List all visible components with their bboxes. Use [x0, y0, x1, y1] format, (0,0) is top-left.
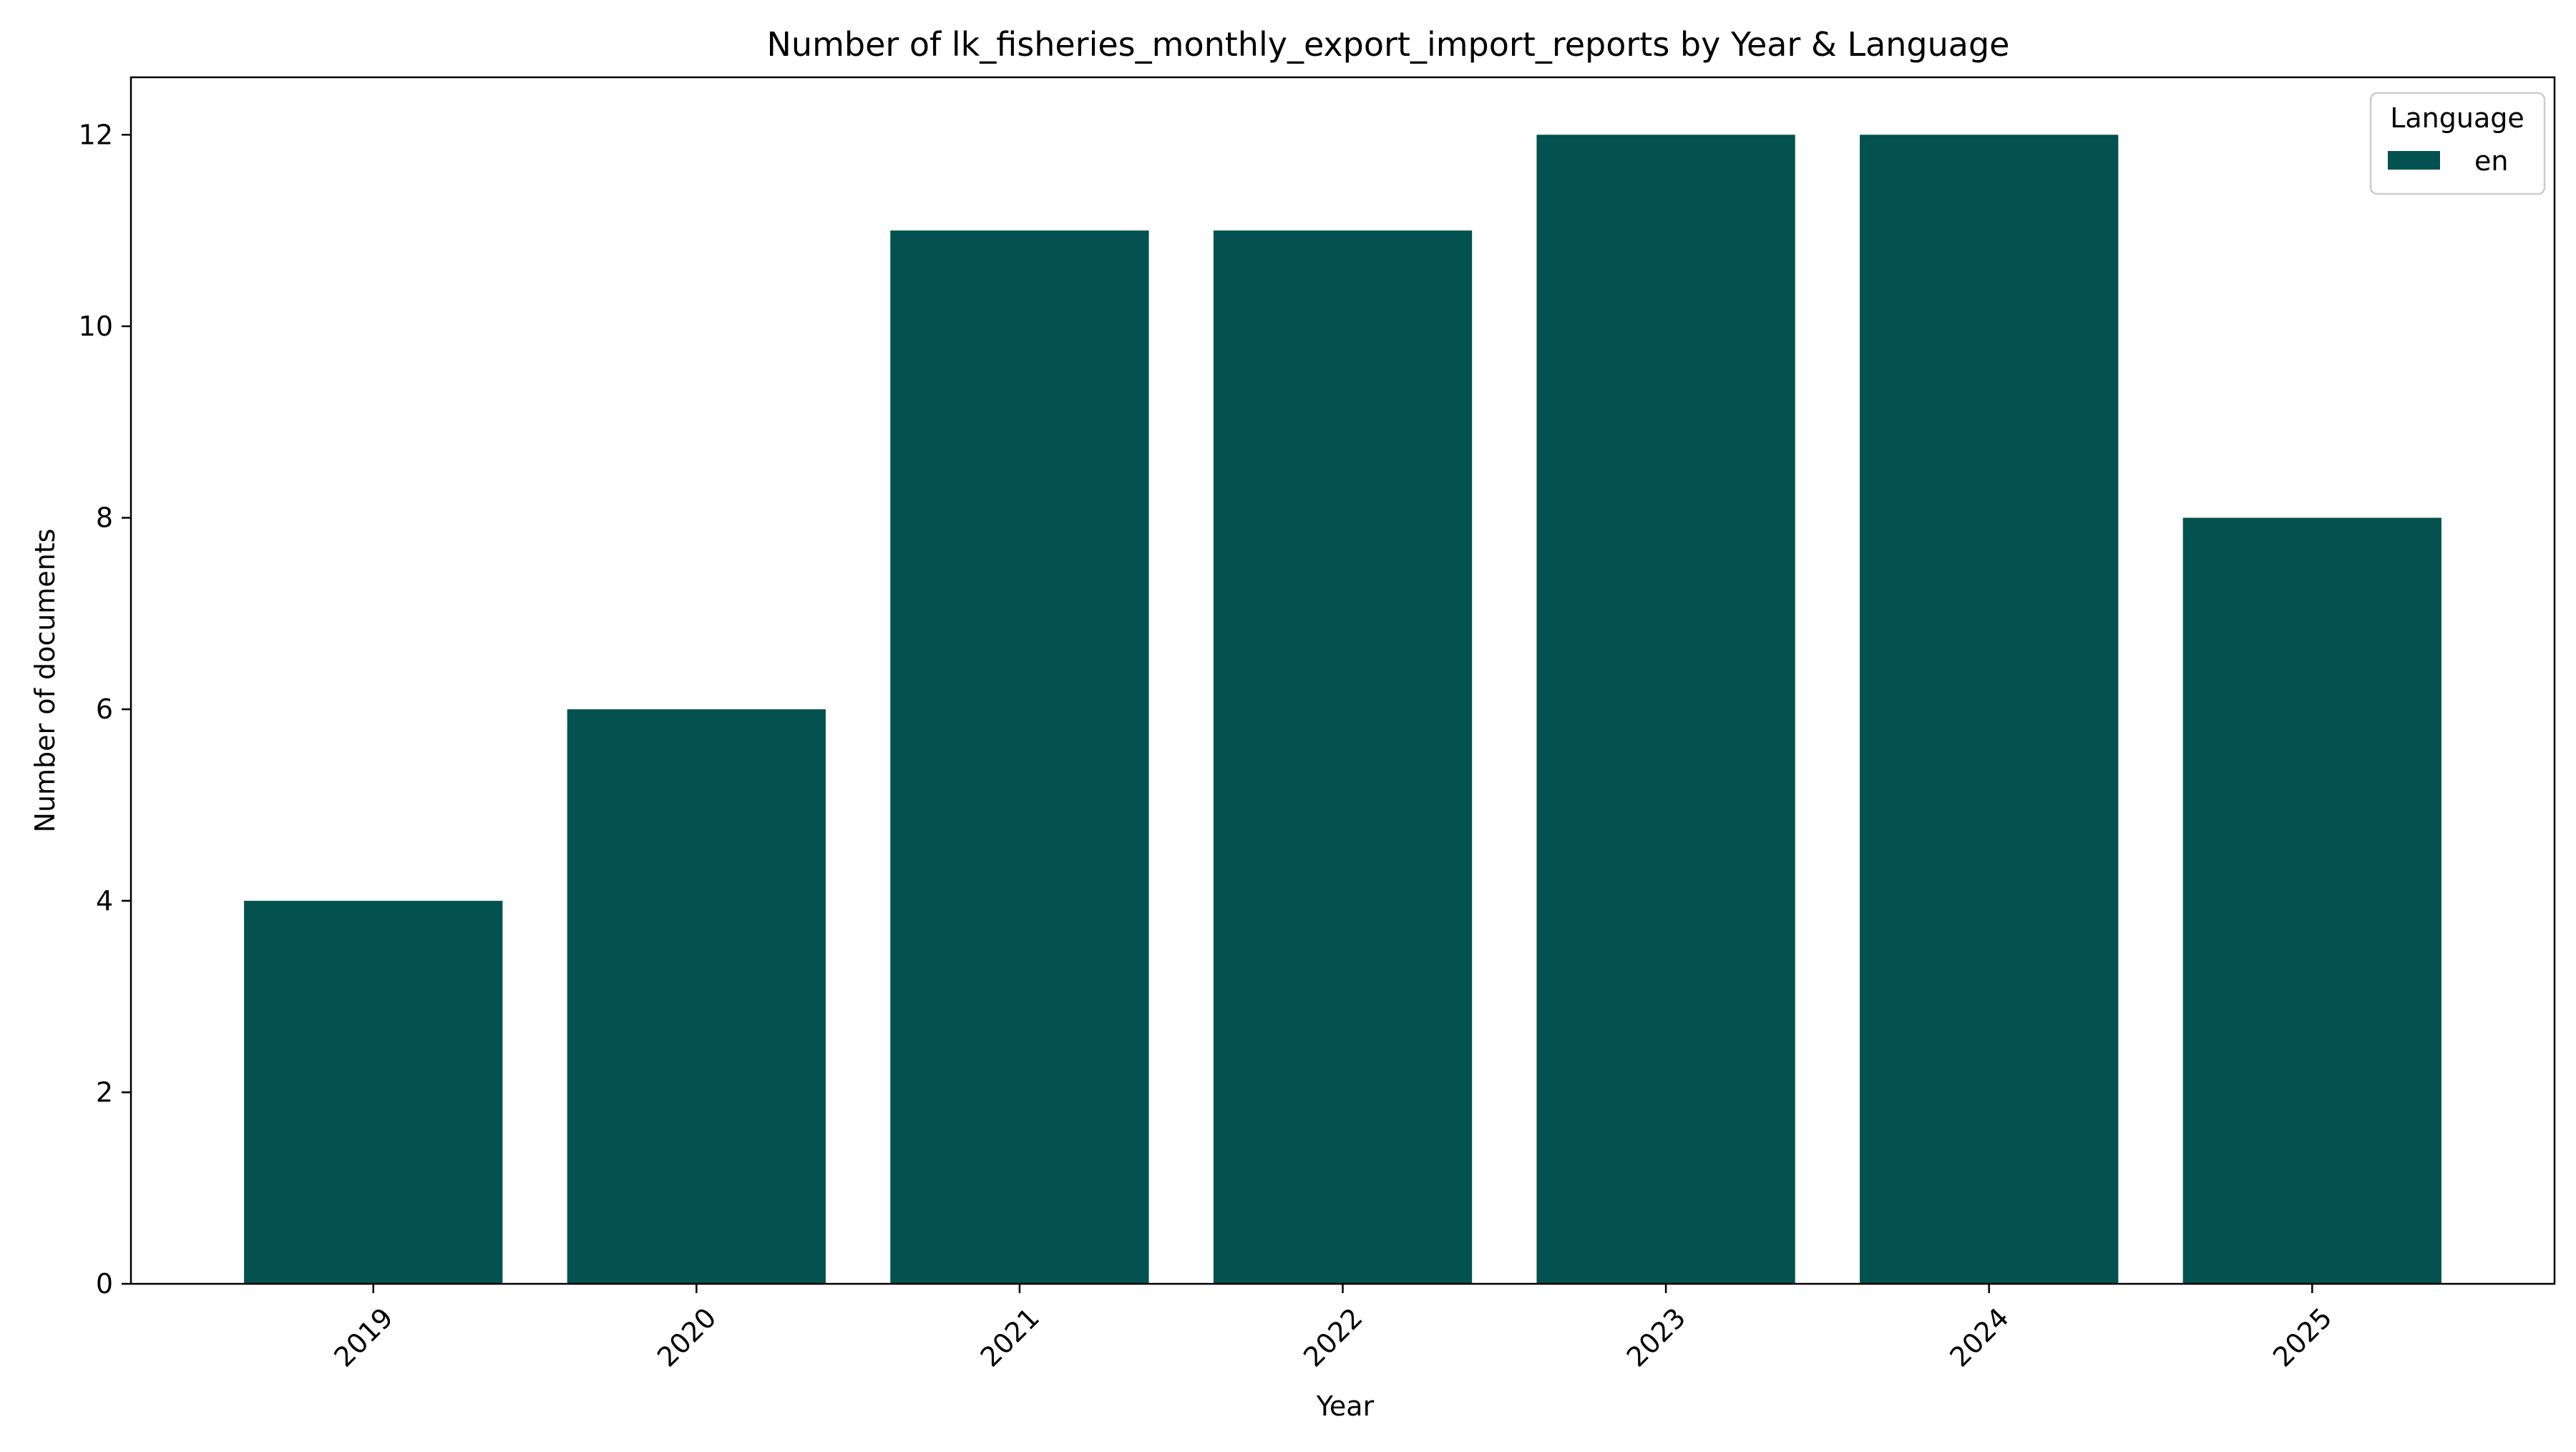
y-tick-label: 12	[79, 119, 113, 150]
x-tick-label-2021: 2021	[975, 1302, 1046, 1373]
bar-2021	[890, 230, 1149, 1285]
y-tick-label: 10	[79, 311, 113, 342]
y-tick-label: 6	[96, 693, 113, 725]
x-tick-label-2024: 2024	[1943, 1302, 2015, 1373]
y-axis: 0 2 4 6 8 10 12	[79, 119, 131, 1300]
y-tick-label: 8	[96, 502, 113, 534]
legend: Language en	[2369, 92, 2546, 195]
bar-2023	[1536, 135, 1795, 1284]
bar-2020	[567, 709, 826, 1284]
bar-2022	[1213, 230, 1473, 1285]
x-axis-label: Year	[1316, 1390, 1375, 1422]
bars-layer	[244, 135, 2441, 1285]
bar-2024	[1860, 135, 2119, 1284]
x-tick-label-2019: 2019	[328, 1302, 399, 1373]
y-tick-label: 4	[96, 885, 113, 917]
bar-2019	[244, 900, 503, 1284]
y-axis-label: Number of documents	[29, 529, 61, 833]
x-tick-label-2022: 2022	[1297, 1302, 1369, 1373]
legend-label-en: en	[2474, 145, 2508, 177]
y-tick-label: 2	[96, 1076, 113, 1108]
x-tick-label-2020: 2020	[651, 1302, 723, 1373]
y-tick-label: 0	[96, 1268, 113, 1300]
bar-2025	[2182, 517, 2441, 1284]
x-axis: 2019 2020 2021 2022 2023 2024 2025	[328, 1284, 2338, 1373]
x-tick-label-2025: 2025	[2267, 1302, 2338, 1373]
x-tick-label-2023: 2023	[1621, 1302, 1692, 1373]
legend-title: Language	[2390, 102, 2524, 134]
legend-swatch-en	[2388, 151, 2440, 170]
chart-title: Number of lk_fisheries_monthly_export_im…	[767, 25, 2010, 64]
